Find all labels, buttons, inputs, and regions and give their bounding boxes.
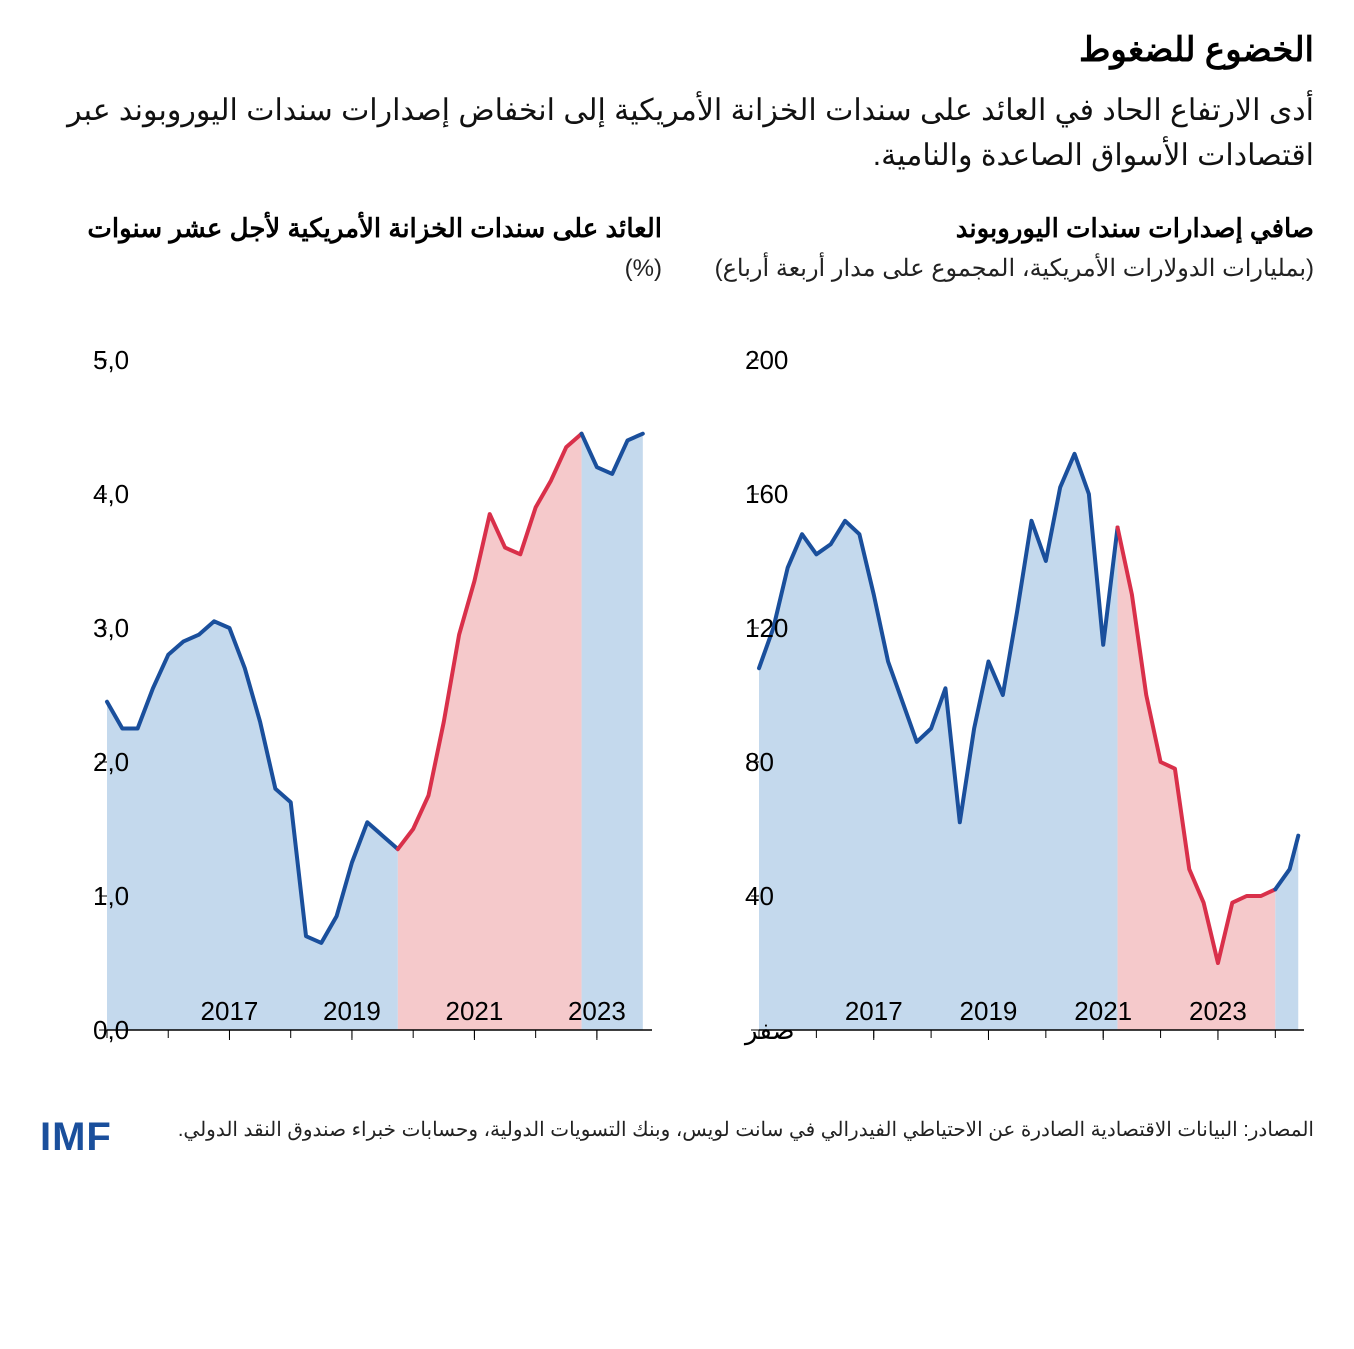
x-tick-label: 2023: [568, 996, 626, 1026]
chart-left-svg: 0,01,02,03,04,05,02017201920212023: [40, 330, 662, 1095]
x-tick-label: 2019: [323, 996, 381, 1026]
x-tick-label: 2019: [960, 996, 1018, 1026]
charts-row: العائد على سندات الخزانة الأمريكية لأجل …: [40, 210, 1314, 1095]
x-tick-label: 2017: [845, 996, 903, 1026]
y-tick-label: 120: [745, 613, 788, 643]
chart-left-unit: (%): [40, 252, 662, 324]
chart-right-plot: صفر40801201602002017201920212023: [694, 330, 1314, 1090]
area-segment1: [107, 622, 398, 1031]
y-tick-label: 80: [745, 747, 774, 777]
chart-left-title: العائد على سندات الخزانة الأمريكية لأجل …: [40, 210, 662, 246]
x-tick-label: 2017: [201, 996, 259, 1026]
source-text: المصادر: البيانات الاقتصادية الصادرة عن …: [136, 1115, 1314, 1145]
chart-right-title: صافي إصدارات سندات اليوروبوند: [692, 210, 1314, 246]
x-tick-label: 2021: [1074, 996, 1132, 1026]
x-tick-label: 2023: [1189, 996, 1247, 1026]
area-segment2: [398, 434, 582, 1030]
chart-right-svg: صفر40801201602002017201920212023: [692, 330, 1314, 1095]
y-tick-label: 40: [745, 881, 774, 911]
y-tick-label: 3,0: [93, 613, 129, 643]
y-tick-label: 1,0: [93, 881, 129, 911]
y-tick-label: 160: [745, 479, 788, 509]
main-subtitle: أدى الارتفاع الحاد في العائد على سندات ا…: [40, 88, 1314, 178]
area-segment1: [759, 454, 1118, 1030]
footer: المصادر: البيانات الاقتصادية الصادرة عن …: [40, 1115, 1314, 1160]
y-tick-label: 2,0: [93, 747, 129, 777]
area-segment2: [1118, 528, 1276, 1031]
chart-left-plot: 0,01,02,03,04,05,02017201920212023: [42, 330, 662, 1090]
main-title: الخضوع للضغوط: [40, 30, 1314, 70]
imf-logo: IMF: [40, 1115, 112, 1160]
y-tick-label: 200: [745, 345, 788, 375]
chart-panel-right: صافي إصدارات سندات اليوروبوند (بمليارات …: [692, 210, 1314, 1095]
chart-right-unit: (بمليارات الدولارات الأمريكية، المجموع ع…: [692, 252, 1314, 324]
y-tick-label: 4,0: [93, 479, 129, 509]
chart-panel-left: العائد على سندات الخزانة الأمريكية لأجل …: [40, 210, 662, 1095]
y-tick-label: 5,0: [93, 345, 129, 375]
x-tick-label: 2021: [445, 996, 503, 1026]
area-segment3: [1275, 836, 1298, 1030]
area-segment3: [582, 434, 643, 1030]
